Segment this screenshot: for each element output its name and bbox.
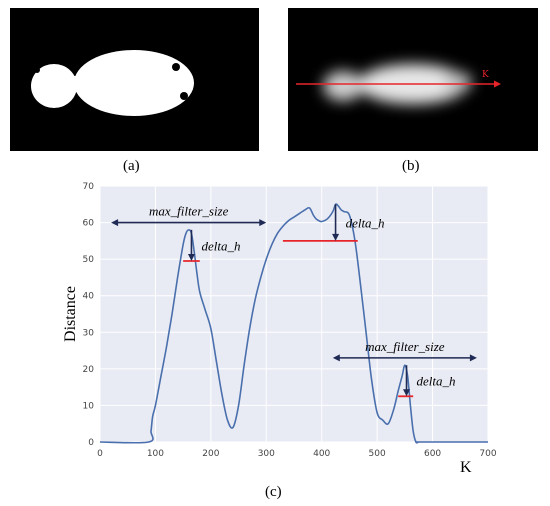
x-tick-label: 300 [258,449,275,459]
y-tick-label: 60 [83,219,95,229]
x-tick-label: 400 [313,449,330,459]
glow-tail [444,72,472,92]
silhouette-notch-1 [172,63,180,71]
x-tick-label: 700 [479,449,496,459]
glow-head [323,71,363,101]
arrowhead-down [187,253,195,261]
distance-transform-svg: K [296,64,501,104]
max-filter-size-label: max_filter_size [365,339,445,354]
delta-h-label: delta_h [201,238,240,253]
x-tick-label: 200 [202,449,219,459]
silhouette-notch-3 [34,67,40,73]
y-axis-title: Distance [62,286,79,342]
silhouette-body-blob [74,50,194,116]
arrowhead-left [111,219,119,227]
delta-h-label: delta_h [417,374,456,389]
binary-silhouette-image [10,8,259,151]
x-tick-label: 0 [97,449,103,459]
silhouette-notch-2 [180,92,188,100]
x-tick-label: 500 [369,449,386,459]
panel-c-caption: (c) [265,484,282,500]
y-tick-label: 40 [83,292,95,302]
x-tick-label: 600 [424,449,441,459]
y-tick-label: 30 [83,328,95,338]
annotations: max_filter_size delta_h delta_h max_filter_… [111,204,477,398]
y-tick-label: 50 [83,255,95,265]
arrowhead-down [403,389,411,397]
y-tick-label: 70 [83,182,95,192]
scanline-arrowhead [494,80,501,88]
y-tick-label: 0 [88,438,94,448]
arrowhead-down [332,233,340,241]
y-tick-label: 20 [83,365,95,375]
delta-h-label: delta_h [346,216,385,231]
x-axis-title: K [460,459,472,476]
silhouette-head-blob [31,64,77,108]
max-filter-size-label: max_filter_size [149,204,229,219]
y-tick-label: 10 [83,401,95,411]
arrowhead-right [469,354,477,362]
arrowhead-right [259,219,267,227]
distance-curve [99,203,488,444]
arrowhead-left [332,354,340,362]
plot-area [100,186,488,442]
panel-b-caption: (b) [402,158,420,174]
binary-silhouette-svg [31,50,194,116]
silhouette-neck [68,76,88,92]
distance-transform-image: K [288,8,538,151]
x-tick-label: 100 [147,449,164,459]
scanline-label: K [482,70,489,80]
panel-a-caption: (a) [123,158,140,174]
